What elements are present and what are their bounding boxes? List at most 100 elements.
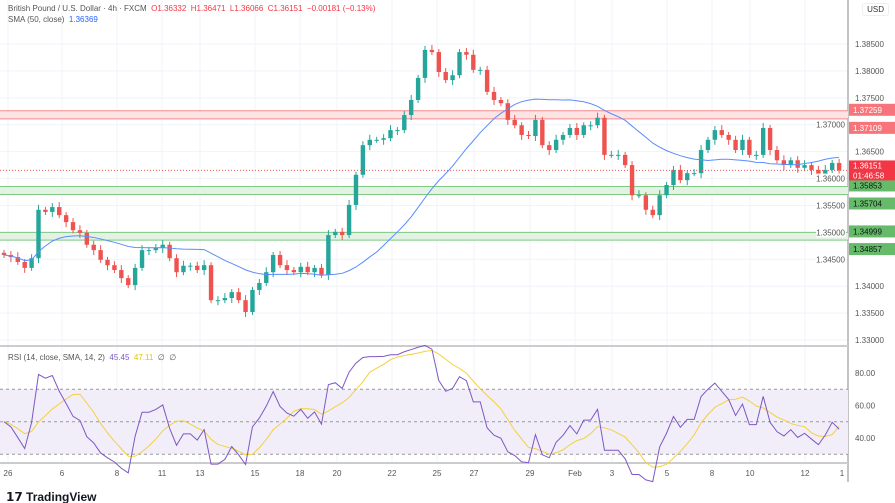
close-value: C1.36151 bbox=[267, 4, 303, 13]
resistance-zone bbox=[0, 110, 848, 119]
candle-body bbox=[491, 91, 497, 100]
candle-body bbox=[733, 139, 738, 151]
candle-body bbox=[629, 165, 635, 196]
candle-body bbox=[77, 230, 83, 233]
candle-body bbox=[70, 222, 76, 231]
candle-body bbox=[264, 272, 269, 283]
sma-legend[interactable]: SMA (50, close) 1.36369 bbox=[8, 15, 98, 24]
candle-body bbox=[422, 49, 428, 78]
candle-body bbox=[36, 209, 41, 259]
candle-body bbox=[747, 139, 752, 155]
change-value: −0.00181 (−0.13%) bbox=[306, 4, 376, 13]
price-label-box bbox=[849, 243, 895, 256]
candle-body bbox=[685, 173, 690, 181]
time-tick-label: 13 bbox=[196, 469, 205, 478]
candle-body bbox=[726, 134, 731, 140]
rsi-extra-1: ∅ bbox=[157, 353, 165, 362]
candle-body bbox=[574, 127, 580, 135]
price-tick-label: 1.33500 bbox=[855, 309, 884, 318]
candle-body bbox=[243, 300, 248, 313]
last-price-label: 1.36151 bbox=[853, 161, 882, 170]
candle-body bbox=[132, 267, 138, 286]
candle-body bbox=[174, 258, 179, 273]
sma-line bbox=[3, 98, 840, 276]
time-tick-label: 11 bbox=[158, 469, 167, 478]
time-tick-label: 3 bbox=[610, 469, 615, 478]
candle-body bbox=[395, 130, 400, 132]
candle-body bbox=[126, 278, 131, 286]
candle-body bbox=[657, 195, 662, 216]
candle-body bbox=[353, 174, 359, 205]
candle-body bbox=[443, 71, 448, 81]
candle-body bbox=[595, 117, 600, 126]
candle-body bbox=[167, 244, 172, 259]
rsi-ma-value: 47.11 bbox=[133, 353, 154, 362]
price-tick-label: 1.34500 bbox=[816, 255, 845, 264]
candle-body bbox=[678, 169, 683, 181]
time-tick-label: 15 bbox=[251, 469, 260, 478]
candle-body bbox=[671, 169, 676, 186]
candle-body bbox=[829, 162, 835, 170]
candle-body bbox=[15, 257, 21, 262]
logo-icon: 𝟭𝟳 bbox=[6, 490, 27, 503]
candle-body bbox=[436, 52, 442, 72]
price-tick-bg bbox=[816, 200, 846, 211]
time-tick-label: 6 bbox=[60, 469, 65, 478]
candle-body bbox=[809, 165, 814, 170]
candle-body bbox=[346, 204, 352, 236]
candle-body bbox=[816, 169, 821, 175]
candle-body bbox=[519, 125, 524, 135]
candle-body bbox=[602, 117, 607, 155]
time-tick-label: 1 bbox=[840, 469, 845, 478]
price-tick-label: 1.38000 bbox=[855, 67, 884, 76]
price-tick-bg bbox=[816, 227, 846, 238]
candle-body bbox=[457, 52, 462, 76]
candle-body bbox=[505, 103, 511, 120]
candle-body bbox=[57, 207, 62, 216]
candle-body bbox=[305, 266, 310, 273]
candle-body bbox=[567, 127, 573, 135]
time-tick-label: 26 bbox=[4, 469, 13, 478]
candle-body bbox=[374, 139, 379, 141]
candle-body bbox=[636, 195, 642, 197]
time-tick-label: 12 bbox=[801, 469, 810, 478]
rsi-tick-label: 60.00 bbox=[855, 402, 876, 411]
candle-body bbox=[560, 134, 566, 140]
candle-body bbox=[388, 130, 393, 139]
time-tick-label: 10 bbox=[746, 469, 755, 478]
candle-body bbox=[333, 231, 338, 236]
candle-body bbox=[298, 266, 303, 273]
candle-body bbox=[112, 265, 117, 271]
candle-body bbox=[740, 139, 745, 151]
candle-body bbox=[823, 169, 828, 175]
candle-body bbox=[767, 127, 773, 151]
candle-body bbox=[712, 130, 718, 140]
candle-body bbox=[754, 154, 759, 156]
candle-body bbox=[250, 289, 255, 313]
price-tick-label: 1.34000 bbox=[855, 282, 884, 291]
candle-body bbox=[160, 244, 165, 248]
symbol-title[interactable]: British Pound / U.S. Dollar · 4h · FXCM bbox=[8, 4, 147, 13]
candle-body bbox=[471, 54, 476, 70]
tradingview-logo[interactable]: 𝟭𝟳 TradingView bbox=[6, 490, 97, 503]
candle-body bbox=[63, 215, 69, 223]
rsi-tick-label: 80.00 bbox=[855, 369, 876, 378]
time-tick-label: 25 bbox=[433, 469, 442, 478]
candle-body bbox=[181, 265, 186, 273]
level-price-label: 1.34999 bbox=[853, 227, 882, 236]
candle-body bbox=[257, 282, 262, 290]
candle-body bbox=[43, 209, 48, 212]
candle-body bbox=[98, 250, 103, 260]
rsi-legend[interactable]: RSI (14, close, SMA, 14, 2) 45.45 47.11 … bbox=[8, 353, 176, 362]
currency-button[interactable]: USD bbox=[862, 3, 889, 16]
candle-body bbox=[284, 265, 290, 271]
price-tick-label: 1.35500 bbox=[816, 201, 845, 210]
rsi-band bbox=[0, 389, 848, 455]
candle-body bbox=[91, 244, 96, 251]
candle-body bbox=[1, 252, 7, 255]
price-tick-label: 1.36500 bbox=[855, 148, 884, 157]
candle-body bbox=[553, 139, 559, 151]
candle-body bbox=[326, 235, 331, 275]
